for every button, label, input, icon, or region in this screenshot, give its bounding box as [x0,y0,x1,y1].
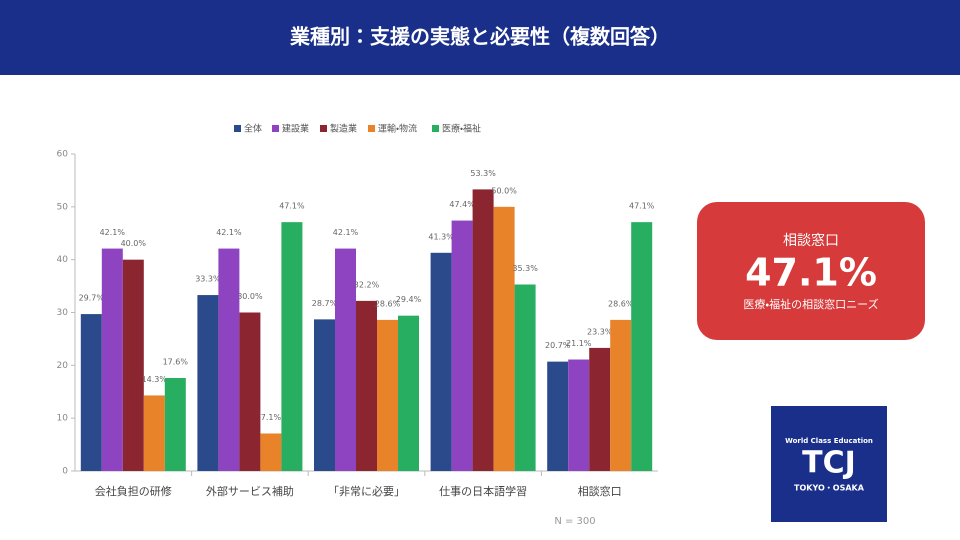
legend-label: 製造業 [330,123,357,135]
slide-title: 業種別：支援の実態と必要性（複数回答） [290,25,670,49]
legend-label: 全体 [244,123,262,135]
bar [164,378,186,471]
value-label: 23.3% [587,327,613,336]
value-label: 35.3% [512,264,538,273]
value-label: 53.3% [470,169,496,178]
legend-label: 医療・福祉 [442,123,481,135]
value-label: 30.0% [237,292,263,301]
y-tick-label: 10 [57,414,69,424]
callout-value: 47.1% [745,251,877,295]
header-bar [0,0,960,75]
bar [451,220,473,471]
bar [398,315,419,471]
value-label: 33.3% [195,275,221,284]
sample-note: N = 300 [554,516,595,527]
value-label: 47.1% [279,202,305,211]
bar [314,319,335,471]
y-tick-label: 40 [57,255,69,265]
bar [493,206,515,472]
value-label: 42.1% [216,228,242,237]
legend-label: 運輸・物流 [378,123,417,135]
value-label: 42.1% [333,228,359,237]
bar [197,295,219,471]
bar [631,222,653,471]
y-tick-label: 30 [57,308,69,318]
value-label: 47.1% [629,202,655,211]
value-label: 29.7% [79,294,105,303]
bar [239,312,261,471]
value-label: 14.3% [142,375,168,384]
bar [218,248,240,471]
y-tick-label: 60 [57,150,69,160]
value-label: 40.0% [121,239,147,248]
x-tick-label: 相談窓口 [578,485,622,498]
bar [514,284,536,471]
logo-box [771,406,887,522]
value-label: 28.6% [608,299,634,308]
x-tick-label: 仕事の日本語学習 [439,484,527,498]
bar [589,347,611,471]
legend-swatch [320,125,327,132]
x-tick-label: 会社負担の研修 [95,484,172,498]
callout-card [697,202,925,340]
value-label: 17.6% [163,358,189,367]
y-tick-label: 0 [62,467,68,477]
value-label: 21.1% [566,339,592,348]
legend-swatch [272,125,279,132]
logo-tagline: World Class Education [785,437,873,445]
bar [610,319,632,471]
legend-swatch [432,125,439,132]
bar [281,222,303,471]
value-label: 50.0% [491,186,517,195]
value-label: 32.2% [354,280,380,289]
value-label: 28.6% [375,299,401,308]
legend-swatch [234,125,241,132]
legend-label: 建設業 [282,123,309,135]
bar [568,359,590,471]
bar [472,189,494,472]
bar [377,319,398,471]
x-tick-label: 「非常に必要」 [328,485,405,498]
bar [335,248,356,471]
bar [260,433,282,471]
bar [80,314,102,471]
bar [143,395,165,471]
value-label: 29.4% [396,295,422,304]
bar [122,259,144,471]
x-tick-label: 外部サービス補助 [206,484,294,498]
value-label: 42.1% [100,228,126,237]
logo-location: TOKYO・OSAKA [794,484,865,493]
y-tick-label: 20 [57,361,69,371]
bar [547,361,569,471]
callout-caption: 医療・福祉の相談窓口ニーズ [743,297,878,311]
legend-swatch [368,125,375,132]
value-label: 47.4% [449,200,475,209]
logo-name: TCJ [802,446,856,481]
value-label: 28.7% [312,299,338,308]
value-label: 41.3% [428,232,454,241]
callout-label: 相談窓口 [783,233,839,249]
bar [101,248,123,471]
value-label: 20.7% [545,341,571,350]
value-label: 7.1% [261,413,282,422]
bar [430,252,452,471]
bar [356,300,377,471]
y-tick-label: 50 [57,202,69,212]
